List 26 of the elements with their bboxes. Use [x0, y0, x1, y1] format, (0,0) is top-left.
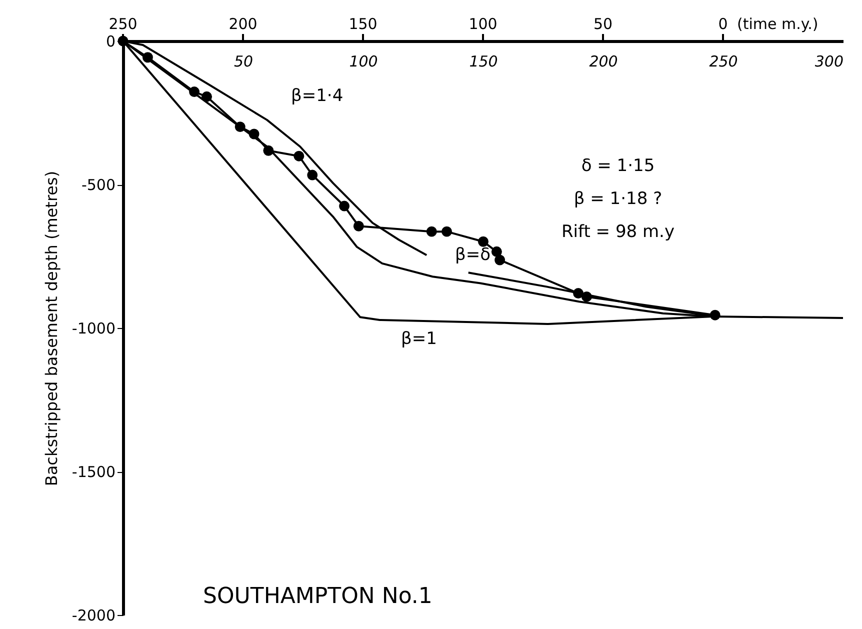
- annotation: β=1: [401, 329, 437, 349]
- y-tick-label: -1500: [72, 463, 116, 481]
- x2-tick-label: 100: [468, 15, 498, 33]
- x-tick-label: 100: [349, 52, 378, 70]
- x2-tick-label: 50: [593, 15, 613, 33]
- y-tick-label: -1000: [72, 320, 116, 338]
- y-tick-label: 0: [106, 32, 116, 50]
- x2-axis-title: (time m.y.): [737, 15, 818, 33]
- text: SOUTHAMPTON No.1: [203, 584, 432, 609]
- x-tick-label: 50: [234, 52, 254, 70]
- y-tick-label: -2000: [72, 606, 116, 624]
- annotation: β = 1·18 ?: [574, 189, 662, 209]
- annotation: Rift = 98 m.y: [562, 222, 674, 242]
- x2-tick-label: 0: [718, 15, 728, 33]
- x2-tick-label: 250: [108, 15, 138, 33]
- annotation: δ = 1·15: [581, 156, 655, 176]
- y-axis-title: Backstripped basement depth (metres): [42, 170, 61, 486]
- annotation: β=δ: [455, 245, 490, 265]
- x-tick-label: 250: [709, 52, 738, 70]
- y-tick-label: -500: [81, 176, 116, 194]
- x-tick-label: 300: [814, 52, 844, 70]
- annotation: β=1·4: [291, 86, 344, 106]
- x-tick-label: 200: [589, 52, 618, 70]
- x-tick-label: 150: [469, 52, 498, 70]
- x2-tick-label: 150: [348, 15, 378, 33]
- x2-tick-label: 200: [228, 15, 258, 33]
